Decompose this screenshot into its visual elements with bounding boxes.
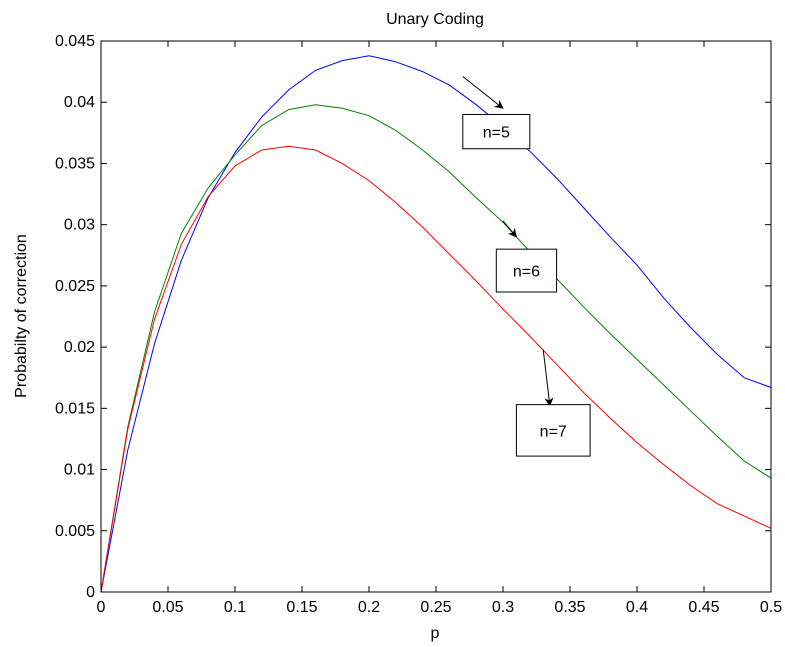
y-tick-label: 0.025 [55,278,95,295]
x-tick-label: 0.45 [688,599,719,616]
y-tick-label: 0.03 [64,217,95,234]
x-tick-label: 0.3 [492,599,514,616]
y-tick-label: 0.045 [55,33,95,50]
y-tick-label: 0.035 [55,155,95,172]
x-tick-label: 0.4 [626,599,648,616]
x-tick-label: 0.35 [554,599,585,616]
ticks-layer: 0 0.05 0.1 0.15 0.2 0.25 0.3 0.35 0.4 0.45 0.5 0 0.0… [55,33,782,616]
x-tick-label: 0.25 [420,599,451,616]
annotation-label: n=6 [513,264,540,281]
annotation-arrow [542,349,554,407]
x-tick-label: 0.1 [224,599,246,616]
x-tick-label: 0.5 [760,599,782,616]
annotation-box [515,404,591,457]
x-tick-label: 0.2 [358,599,380,616]
annotation-arrow [502,220,517,238]
chart-title: Unary Coding [386,11,484,28]
y-tick-label: 0 [86,584,95,601]
annotation-arrow [462,76,504,109]
series-line-n6 [100,104,772,593]
annotation-n7: n=7 [515,349,591,457]
annotation-box [495,248,558,293]
series-line-n5 [100,55,772,593]
x-tick-label: 0.05 [152,599,183,616]
annotation-label: n=7 [540,423,567,440]
annotations-layer: n=5 n=6 n=7 [462,76,591,457]
annotation-label: n=5 [483,125,510,142]
annotation-box [462,113,531,150]
series-line-n7 [100,145,772,593]
y-tick-label: 0.02 [64,339,95,356]
y-tick-label: 0.015 [55,400,95,417]
x-tick-label: 0 [97,599,106,616]
annotation-n5: n=5 [462,76,531,150]
x-tick-label: 0.15 [286,599,317,616]
x-axis-title: p [431,625,440,642]
plot-layer [100,55,772,593]
y-tick-label: 0.005 [55,523,95,540]
y-tick-label: 0.04 [64,94,95,111]
y-axis-title: Probabilty of correction [13,234,30,398]
y-tick-label: 0.01 [64,462,95,479]
plot-area-frame [100,40,772,593]
annotation-n6: n=6 [495,220,558,293]
